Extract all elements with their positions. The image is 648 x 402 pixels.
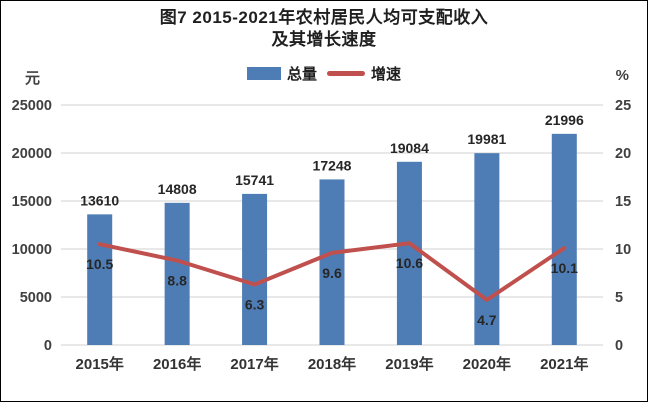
left-axis-tick-label: 25000 [12, 98, 52, 114]
right-axis-tick-label: 20 [615, 146, 631, 162]
bar-value-label: 14808 [158, 181, 197, 197]
chart-title-line2: 及其增长速度 [271, 30, 377, 49]
bar [242, 193, 268, 345]
right-axis-tick-label: 10 [615, 242, 631, 258]
chart-title: 图7 2015-2021年农村居民人均可支配收入 及其增长速度 [1, 7, 647, 51]
bar-value-label: 21996 [545, 112, 584, 128]
right-axis-tick-label: 5 [615, 290, 623, 306]
line-value-label: 8.8 [167, 273, 187, 289]
line-value-label: 10.1 [551, 260, 578, 276]
line-value-label: 10.5 [86, 256, 113, 272]
right-axis-tick-label: 0 [615, 338, 623, 354]
right-axis-unit: % [615, 67, 629, 84]
legend-line-label: 增速 [371, 66, 402, 83]
right-axis-tick-label: 15 [615, 194, 631, 210]
left-axis-tick-label: 20000 [12, 146, 52, 162]
left-axis-unit: 元 [25, 70, 41, 87]
x-axis-label: 2016年 [153, 355, 201, 373]
bar-value-label: 17248 [313, 157, 352, 173]
x-axis-label: 2019年 [385, 355, 433, 373]
left-axis-tick-label: 15000 [12, 194, 52, 210]
x-axis-label: 2021年 [540, 355, 588, 373]
bar-value-label: 15741 [235, 172, 274, 188]
bar [474, 153, 500, 345]
growth-rate-line [97, 241, 567, 302]
legend-bar-label: 总量 [286, 66, 317, 83]
x-axis-label: 2018年 [308, 355, 356, 373]
line-value-label: 4.7 [477, 312, 497, 328]
bar [87, 214, 113, 345]
chart-title-line1: 图7 2015-2021年农村居民人均可支配收入 [159, 8, 489, 27]
bar [164, 202, 190, 345]
right-axis-tick-label: 25 [615, 98, 631, 114]
legend-line-swatch-icon [327, 71, 365, 76]
left-axis-tick-label: 10000 [12, 242, 52, 258]
bar [319, 179, 345, 345]
left-axis-tick-label: 5000 [20, 290, 52, 306]
bar-value-label: 19084 [390, 140, 429, 156]
bar-value-label: 19981 [467, 131, 506, 147]
bar [551, 133, 577, 345]
x-axis-label: 2020年 [463, 355, 511, 373]
left-axis-tick-label: 0 [44, 338, 52, 354]
x-axis-label: 2017年 [230, 355, 278, 373]
line-value-label: 9.6 [322, 265, 342, 281]
legend-bar-swatch-icon [246, 67, 281, 80]
legend: 总量 增速 [1, 63, 647, 84]
line-value-label: 6.3 [245, 297, 265, 313]
x-axis-label: 2015年 [76, 355, 124, 373]
bar-value-label: 13610 [80, 192, 119, 208]
bar [396, 161, 422, 345]
line-value-label: 10.6 [396, 255, 423, 271]
